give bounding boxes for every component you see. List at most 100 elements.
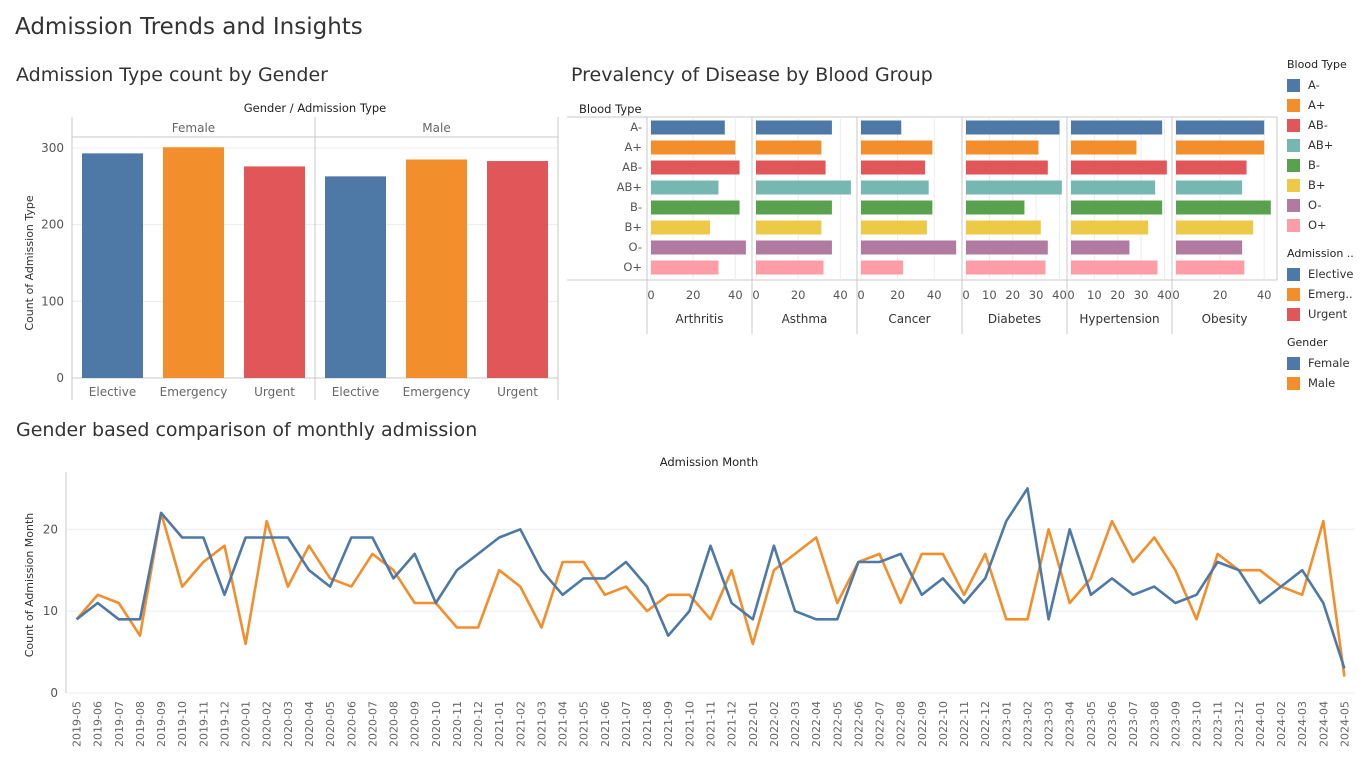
chart1-header: Gender / Admission Type <box>244 101 387 115</box>
legend-item[interactable]: O- <box>1287 195 1365 215</box>
legend-item[interactable]: Elective <box>1287 264 1365 284</box>
chart1-xtick: Urgent <box>254 385 295 399</box>
chart2-xtick: 0 <box>647 288 654 302</box>
chart3-xtick: 2019-08 <box>134 701 147 747</box>
chart2-bar <box>861 120 902 135</box>
chart2-xtick: 10 <box>1087 288 1102 302</box>
chart3-xtick: 2024-03 <box>1296 701 1309 747</box>
chart2-bar <box>651 180 719 195</box>
chart2-bar <box>1176 240 1243 255</box>
legend-panel: Blood Type A- A+ AB- AB+ B- B+ O- O+ Admission ..… <box>1287 58 1365 405</box>
chart3-xtick: 2021-05 <box>578 701 591 747</box>
chart2-xtick: 30 <box>1029 288 1044 302</box>
chart2-bar <box>966 120 1060 135</box>
chart2-xtick: 20 <box>1110 288 1125 302</box>
legend-section: Admission .. Elective Emerg.. Urgent <box>1287 247 1365 324</box>
chart1-ytick: 300 <box>41 141 64 155</box>
legend-swatch <box>1287 307 1300 321</box>
chart2-row-label: A+ <box>624 140 642 154</box>
chart2-row-label: O+ <box>623 260 642 274</box>
chart2-xtick: 20 <box>890 288 905 302</box>
legend-item[interactable]: Female <box>1287 353 1365 373</box>
chart2-xtick: 20 <box>686 288 701 302</box>
legend-item[interactable]: AB- <box>1287 115 1365 135</box>
chart2-row-header: Blood Type <box>579 102 642 116</box>
chart2-bar <box>756 180 851 195</box>
legend-label: Emerg.. <box>1308 287 1353 301</box>
legend-item[interactable]: A- <box>1287 75 1365 95</box>
chart3-ytick: 10 <box>43 604 58 618</box>
chart3-xtick: 2020-05 <box>324 701 337 747</box>
chart3-series-line-male <box>75 511 1346 677</box>
chart3-xtick: 2021-10 <box>683 701 696 747</box>
chart2-bar <box>651 160 740 175</box>
legend-item[interactable]: B- <box>1287 155 1365 175</box>
chart3-xtick: 2022-05 <box>831 701 844 747</box>
legend-item[interactable]: Emerg.. <box>1287 284 1365 304</box>
chart2-bar <box>756 200 832 215</box>
chart3-ytick: 0 <box>50 686 58 700</box>
chart3-ytick: 20 <box>43 522 58 536</box>
legend-title: Blood Type <box>1287 58 1347 71</box>
chart2-xtick: 20 <box>791 288 806 302</box>
legend-swatch <box>1287 218 1300 232</box>
chart3-xtick: 2019-11 <box>197 701 210 747</box>
chart1-bar <box>325 176 386 378</box>
dashboard-title: Admission Trends and Insights <box>15 14 363 40</box>
chart2-bar <box>1071 120 1163 135</box>
chart2-bar <box>861 220 927 235</box>
chart2-bar <box>756 140 822 155</box>
chart3-xtick: 2020-07 <box>366 701 379 747</box>
chart2-bar <box>651 120 725 135</box>
chart2-panel-label: Diabetes <box>988 312 1041 326</box>
chart1-bar <box>244 166 305 378</box>
legend-swatch <box>1287 158 1300 172</box>
chart3-xtick: 2023-01 <box>1000 701 1013 747</box>
legend-label: Urgent <box>1308 307 1348 321</box>
chart2-bar <box>861 140 933 155</box>
chart2-xtick: 0 <box>1067 288 1074 302</box>
chart3-xtick: 2021-09 <box>662 701 675 747</box>
chart2-row-label: O- <box>628 240 642 254</box>
chart3-xtick: 2023-11 <box>1212 701 1225 747</box>
legend-swatch <box>1287 138 1300 152</box>
legend-item[interactable]: A+ <box>1287 95 1365 115</box>
chart3-xtick: 2022-09 <box>916 701 929 747</box>
chart2-bar <box>1071 180 1156 195</box>
chart3-xtick: 2022-07 <box>874 701 887 747</box>
chart2-bar <box>966 160 1048 175</box>
chart2-row-label: A- <box>630 120 642 134</box>
legend-swatch <box>1287 98 1300 112</box>
chart2-xtick: 0 <box>752 288 759 302</box>
chart1-xtick: Urgent <box>497 385 538 399</box>
chart3-xtick: 2020-04 <box>303 701 316 747</box>
chart3-xtick: 2023-05 <box>1085 701 1098 747</box>
legend-item[interactable]: Male <box>1287 373 1365 393</box>
chart2-bar <box>1071 140 1137 155</box>
legend-label: B+ <box>1308 178 1326 192</box>
legend-item[interactable]: B+ <box>1287 175 1365 195</box>
chart2-bar <box>756 160 826 175</box>
chart2-xtick: 0 <box>857 288 864 302</box>
legend-label: Female <box>1308 356 1350 370</box>
disease-by-blood-chart: Blood Type A- A+ AB- AB+ B- B+ O- O+ 0 20 40 Arthrit… <box>567 102 1278 334</box>
chart2-row-label: B+ <box>624 220 642 234</box>
chart2-bar <box>861 160 926 175</box>
chart3-xtick: 2021-07 <box>620 701 633 747</box>
chart2-bar <box>1071 260 1158 275</box>
chart2-bar <box>1071 200 1163 215</box>
chart2-bar <box>861 240 957 255</box>
legend-item[interactable]: AB+ <box>1287 135 1365 155</box>
chart3-xtick: 2022-01 <box>747 701 760 747</box>
legend-item[interactable]: O+ <box>1287 215 1365 235</box>
chart2-panel-label: Asthma <box>782 312 828 326</box>
legend-item[interactable]: Urgent <box>1287 304 1365 324</box>
chart1-title: Admission Type count by Gender <box>16 64 328 86</box>
legend-swatch <box>1287 78 1300 92</box>
legend-label: AB- <box>1308 118 1328 132</box>
chart3-xtick: 2019-10 <box>176 701 189 747</box>
chart3-xtick: 2021-12 <box>726 701 739 747</box>
chart2-bar <box>1071 160 1167 175</box>
chart3-xtick: 2021-04 <box>557 701 570 747</box>
chart1-panel-label: Female <box>172 121 215 135</box>
